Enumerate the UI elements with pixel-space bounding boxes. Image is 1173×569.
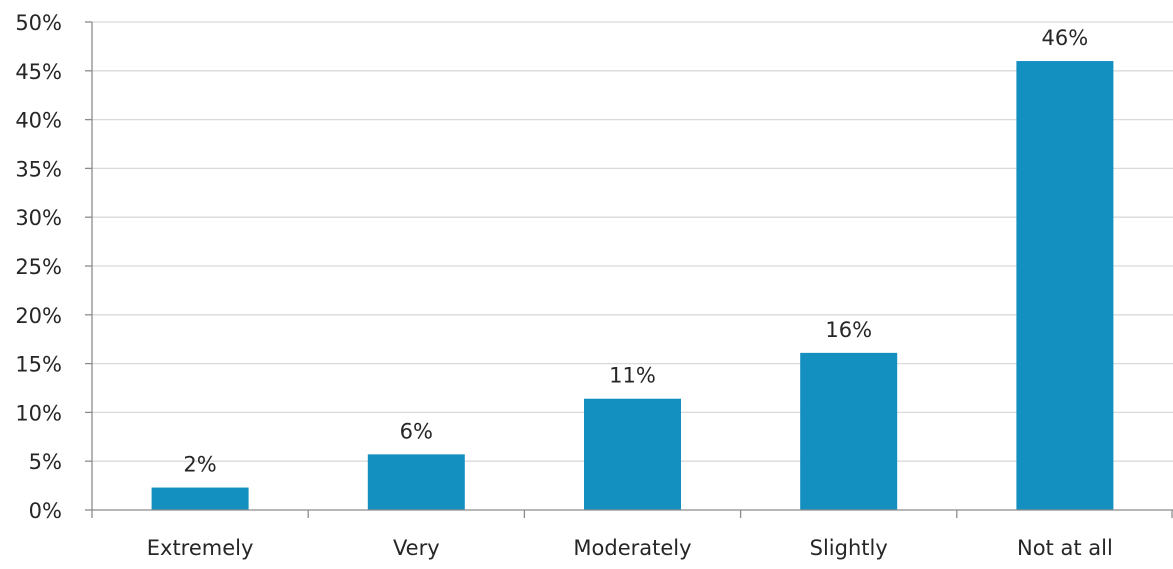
x-category-label: Extremely bbox=[147, 536, 254, 560]
data-label: 11% bbox=[609, 364, 656, 388]
x-category-label: Moderately bbox=[573, 536, 691, 560]
data-label: 46% bbox=[1042, 26, 1089, 50]
bars bbox=[151, 61, 1114, 510]
y-tick-label: 50% bbox=[15, 11, 62, 35]
bar-slightly bbox=[800, 352, 898, 510]
y-tick-label: 5% bbox=[29, 450, 62, 474]
data-label: 2% bbox=[183, 453, 216, 477]
x-category-label: Not at all bbox=[1017, 536, 1113, 560]
y-tick-label: 0% bbox=[29, 499, 62, 523]
gridlines bbox=[92, 21, 1173, 462]
y-tick-label: 20% bbox=[15, 304, 62, 328]
bar-not-at-all bbox=[1016, 61, 1114, 510]
data-label: 6% bbox=[400, 419, 433, 443]
y-tick-label: 30% bbox=[15, 206, 62, 230]
axes bbox=[85, 21, 1173, 518]
x-category-label: Very bbox=[393, 536, 440, 560]
x-category-label: Slightly bbox=[810, 536, 888, 560]
labels: 0% 5% 10% 15% 20% 25% 30% 35% 40% 45% 50% 2% Extreme… bbox=[15, 11, 1112, 560]
y-tick-label: 10% bbox=[15, 401, 62, 425]
data-label: 16% bbox=[825, 318, 872, 342]
y-tick-label: 45% bbox=[15, 60, 62, 84]
y-tick-label: 40% bbox=[15, 109, 62, 133]
y-tick-label: 15% bbox=[15, 353, 62, 377]
bar-very bbox=[367, 454, 465, 510]
bar-extremely bbox=[151, 487, 249, 510]
y-tick-label: 25% bbox=[15, 255, 62, 279]
bar-moderately bbox=[584, 398, 681, 510]
y-tick-label: 35% bbox=[15, 157, 62, 181]
